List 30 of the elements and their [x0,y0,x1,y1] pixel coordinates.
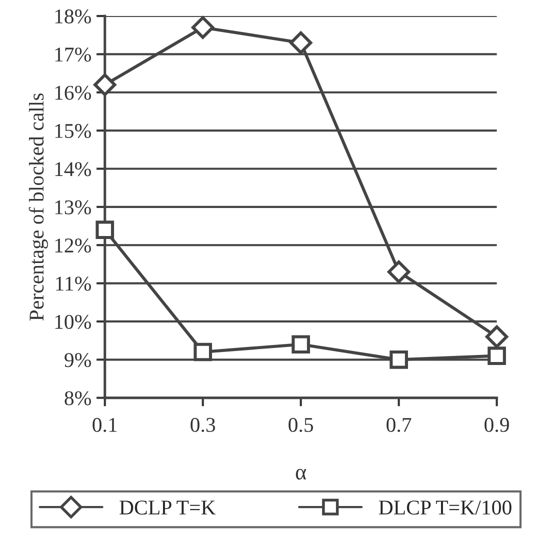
point [96,220,114,239]
x-tick-label: 0.7 [386,418,412,432]
point [192,16,214,39]
y-tick-label: 13% [55,200,91,214]
point [194,342,212,362]
point [94,73,116,96]
y-tick-label: 18% [55,9,91,24]
point [292,335,310,354]
point [289,31,312,54]
y-tick-label: 9% [64,353,91,368]
x-tick-label: 0.3 [190,418,216,432]
x-axis-title: α [296,468,306,480]
y-tick-label: 8% [64,391,91,406]
y-tick-label: 16% [55,86,91,100]
point [488,346,506,365]
legend-label: DCLP T=K [120,500,216,515]
legend-label: DLCP T=K/100 [378,500,512,515]
point [485,325,508,348]
point [387,260,410,284]
y-tick-label: 10% [55,314,91,329]
y-tick-label: 15% [55,124,91,138]
x-tick-label: 0.9 [484,418,509,432]
y-tick-label: 11% [56,276,91,291]
y-tick-label: 12% [55,238,91,253]
y-axis-title: Percentage of blocked calls [28,93,48,321]
y-tick-label: 14% [55,162,91,176]
x-tick-label: 0.1 [92,418,117,432]
x-tick-label: 0.5 [288,418,314,432]
point [390,350,408,369]
y-tick-label: 17% [55,48,91,62]
